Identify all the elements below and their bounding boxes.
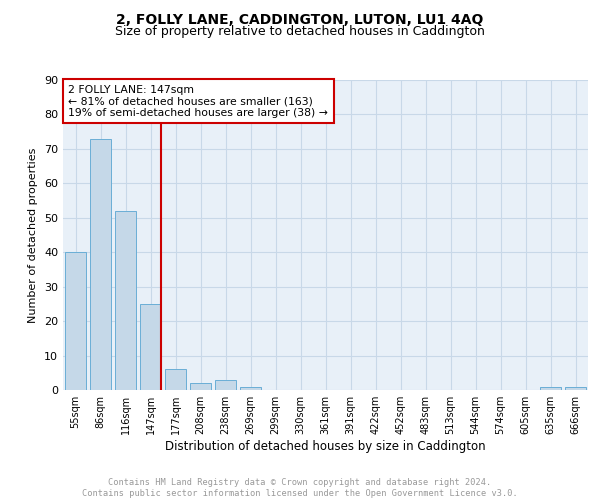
Bar: [165, 370, 186, 390]
Text: 2 FOLLY LANE: 147sqm
← 81% of detached houses are smaller (163)
19% of semi-deta: 2 FOLLY LANE: 147sqm ← 81% of detached h…: [68, 84, 328, 118]
Bar: [90, 138, 111, 390]
Bar: [215, 380, 236, 390]
Bar: [115, 211, 136, 390]
Text: Contains HM Land Registry data © Crown copyright and database right 2024.
Contai: Contains HM Land Registry data © Crown c…: [82, 478, 518, 498]
Y-axis label: Number of detached properties: Number of detached properties: [28, 148, 38, 322]
Bar: [240, 386, 261, 390]
Bar: [140, 304, 161, 390]
Bar: [565, 386, 586, 390]
X-axis label: Distribution of detached houses by size in Caddington: Distribution of detached houses by size …: [165, 440, 486, 453]
Text: 2, FOLLY LANE, CADDINGTON, LUTON, LU1 4AQ: 2, FOLLY LANE, CADDINGTON, LUTON, LU1 4A…: [116, 12, 484, 26]
Bar: [65, 252, 86, 390]
Text: Size of property relative to detached houses in Caddington: Size of property relative to detached ho…: [115, 25, 485, 38]
Bar: [190, 383, 211, 390]
Bar: [540, 386, 561, 390]
